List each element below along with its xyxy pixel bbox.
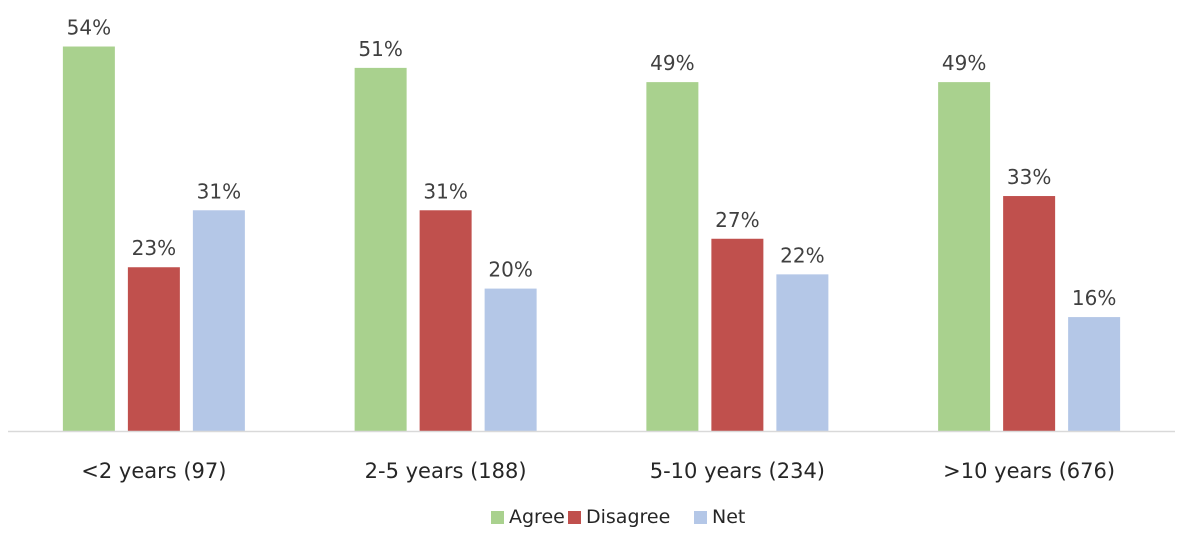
bar-net-1 <box>484 288 537 431</box>
bar-agree-0 <box>62 46 115 432</box>
legend-swatch-disagree <box>568 511 581 524</box>
legend-swatch-net <box>694 511 707 524</box>
data-label-disagree-1: 31% <box>423 179 467 203</box>
data-label-disagree-2: 27% <box>715 208 759 232</box>
data-label-disagree-0: 23% <box>132 236 176 260</box>
bar-agree-3 <box>938 82 991 432</box>
data-label-net-0: 31% <box>197 179 241 203</box>
bar-disagree-2 <box>711 238 764 431</box>
legend-label-net: Net <box>712 506 745 528</box>
bar-net-2 <box>776 274 829 431</box>
legend-swatch-agree <box>491 511 504 524</box>
category-label-0: <2 years (97) <box>81 459 226 483</box>
data-label-agree-1: 51% <box>358 37 402 61</box>
category-label-3: >10 years (676) <box>943 459 1115 483</box>
bar-net-3 <box>1068 317 1121 431</box>
legend-label-agree: Agree <box>509 506 565 528</box>
bars-group <box>62 46 1121 432</box>
category-labels-group: <2 years (97) 2-5 years (188) 5-10 years (… <box>81 459 1115 483</box>
data-label-agree-0: 54% <box>67 16 111 40</box>
data-label-net-1: 20% <box>488 258 532 282</box>
legend-label-disagree: Disagree <box>586 506 670 528</box>
data-label-net-2: 22% <box>780 243 824 267</box>
bar-agree-1 <box>354 67 407 431</box>
data-labels-group: 54% 23% 31% 51% 31% 20% 49% 27% 22% 49% 33% 16% <box>67 16 1117 311</box>
bar-disagree-3 <box>1003 196 1056 431</box>
category-label-1: 2-5 years (188) <box>365 459 527 483</box>
data-label-disagree-3: 33% <box>1007 165 1051 189</box>
bar-disagree-0 <box>127 267 180 431</box>
bar-disagree-1 <box>419 210 472 431</box>
bar-agree-2 <box>646 82 699 432</box>
data-label-agree-3: 49% <box>942 51 986 75</box>
data-label-agree-2: 49% <box>650 51 694 75</box>
data-label-net-3: 16% <box>1072 286 1116 310</box>
bar-net-0 <box>192 210 245 431</box>
legend: Agree Disagree Net <box>491 506 745 528</box>
category-label-2: 5-10 years (234) <box>650 459 825 483</box>
